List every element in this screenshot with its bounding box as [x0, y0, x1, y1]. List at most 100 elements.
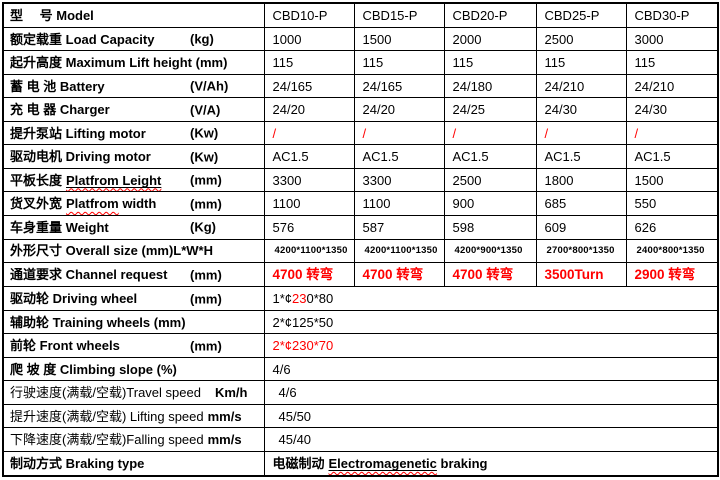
value-part: braking — [436, 455, 488, 471]
spec-value: 4700 转弯 — [263, 262, 355, 288]
spec-label-weight: 车身重量 Weight (Kg) — [2, 214, 265, 240]
spec-value: 2000 — [443, 26, 537, 52]
label-unit: (mm) — [190, 196, 222, 212]
spec-label-driving-wheel: 驱动轮 Driving wheel (mm) — [2, 286, 265, 311]
spec-value: 1100 — [353, 191, 445, 216]
spec-label-front-wheels: 前轮 Front wheels (mm) — [2, 333, 265, 358]
label-zh: 行驶速度(满载/空载) — [10, 385, 127, 401]
spec-value: / — [263, 120, 355, 146]
label-unit: (Kw) — [190, 125, 219, 141]
label-zh: 驱动轮 — [10, 291, 50, 307]
spec-value: 24/20 — [263, 97, 355, 122]
label-en: Braking type — [62, 455, 145, 471]
row-travel-speed: 行驶速度(满载/空载)Travel speed Km/h 4/6 — [2, 380, 719, 405]
model-name: CBD25-P — [535, 2, 627, 28]
label-en: Lifting motor — [62, 125, 146, 141]
label-en: Travel speed — [126, 385, 201, 401]
spec-value: 4700 转弯 — [443, 262, 537, 288]
label-en: width — [118, 196, 157, 212]
spec-value: 576 — [263, 214, 355, 240]
spec-value: 3000 — [625, 26, 719, 52]
label-zh: 充 电 器 — [10, 102, 57, 118]
model-name: CBD10-P — [263, 2, 355, 28]
spec-value: 45/50 — [263, 403, 719, 429]
spec-value: 4700 转弯 — [353, 262, 445, 288]
row-training-wheels: 辅助轮 Training wheels (mm) 2*¢125*50 — [2, 309, 719, 335]
row-charger: 充 电 器 Charger (V/A) 24/20 24/20 24/25 24/… — [2, 97, 719, 122]
spec-label-platform-length: 平板长度 Platfrom Leight (mm) — [2, 167, 265, 193]
spec-value: 115 — [263, 50, 355, 75]
label-zh: 型 号 — [10, 7, 53, 23]
row-battery: 蓄 电 池 Battery (V/Ah) 24/165 24/165 24/180… — [2, 73, 719, 99]
label-unit: mm/s — [207, 432, 242, 448]
spec-value: 115 — [625, 50, 719, 75]
spec-value: 3500Turn — [535, 262, 627, 288]
spec-value: 609 — [535, 214, 627, 240]
row-climbing-slope: 爬 坡 度 Climbing slope (%) 4/6 — [2, 356, 719, 382]
label-en-underlined: Platfrom Leight — [66, 172, 162, 188]
label-en: Load Capacity — [62, 31, 155, 47]
spec-value: / — [443, 120, 537, 146]
spec-value: AC1.5 — [353, 144, 445, 169]
label-unit: (mm) — [190, 291, 222, 307]
label-zh: 额定载重 — [10, 31, 63, 47]
spec-label-falling-speed: 下降速度(满载/空载)Falling speed mm/s — [2, 427, 265, 452]
spec-value: / — [535, 120, 627, 146]
spec-value: 115 — [535, 50, 627, 75]
spec-value: 4/6 — [263, 356, 719, 382]
model-name: CBD15-P — [353, 2, 445, 28]
label-zh: 爬 坡 度 — [10, 361, 57, 377]
label-en: Battery — [56, 78, 105, 94]
spec-value: 1000 — [263, 26, 355, 52]
spec-value: 1*¢230*80 — [263, 286, 719, 311]
label-unit: (V/Ah) — [190, 78, 229, 94]
spec-value: 550 — [625, 191, 719, 216]
label-en: Channel request — [62, 267, 168, 283]
spec-value: 2400*800*1350 — [625, 238, 719, 264]
label-en: Training wheels (mm) — [49, 314, 186, 330]
spec-value: 24/165 — [353, 73, 445, 99]
label-zh: 下降速度(满载/空载) — [10, 432, 127, 448]
row-lifting-speed: 提升速度(满载/空载) Lifting speed mm/s 45/50 — [2, 403, 719, 429]
spec-value: 电磁制动 Electromagenetic braking — [263, 450, 719, 477]
label-zh: 外形尺寸 — [10, 243, 63, 259]
model-name: CBD20-P — [443, 2, 537, 28]
spec-value: 24/165 — [263, 73, 355, 99]
value-part-red: 23 — [292, 291, 307, 307]
row-driving-motor: 驱动电机 Driving motor (Kw) AC1.5 AC1.5 AC1.5… — [2, 144, 719, 169]
spec-value: 587 — [353, 214, 445, 240]
label-zh: 通道要求 — [10, 267, 63, 283]
spec-value: 115 — [443, 50, 537, 75]
spec-label-load-capacity: 额定载重 Load Capacity (kg) — [2, 26, 265, 52]
row-driving-wheel: 驱动轮 Driving wheel (mm) 1*¢230*80 — [2, 286, 719, 311]
spec-value: AC1.5 — [263, 144, 355, 169]
spec-value: 1500 — [353, 26, 445, 52]
spec-value: 24/30 — [625, 97, 719, 122]
label-zh: 制动方式 — [10, 455, 63, 471]
value-part: 1*¢ — [272, 291, 293, 307]
spec-value: 626 — [625, 214, 719, 240]
value-part: 电磁制动 — [272, 455, 325, 471]
label-unit: (mm) — [190, 267, 222, 283]
row-braking-type: 制动方式 Braking type 电磁制动 Electromagenetic b… — [2, 450, 719, 477]
label-zh: 蓄 电 池 — [10, 78, 57, 94]
spec-value: 4200*1100*1350 — [263, 238, 355, 264]
spec-label-braking-type: 制动方式 Braking type — [2, 450, 265, 477]
spec-value: / — [353, 120, 445, 146]
spec-label-charger: 充 电 器 Charger (V/A) — [2, 97, 265, 122]
spec-value: 1100 — [263, 191, 355, 216]
value-part-underlined: Electromagenetic — [328, 455, 437, 471]
spec-value: 4200*1100*1350 — [353, 238, 445, 264]
label-unit: Km/h — [214, 385, 248, 401]
spec-value: / — [625, 120, 719, 146]
spec-label-driving-motor: 驱动电机 Driving motor (Kw) — [2, 144, 265, 169]
label-en-misspelled: Platfrom — [66, 196, 119, 212]
label-unit: (mm) — [190, 172, 222, 188]
row-platform-width: 货叉外宽 Platfrom width (mm) 1100 1100 900 685… — [2, 191, 719, 216]
label-zh: 驱动电机 — [10, 149, 63, 165]
label-en: Model — [52, 7, 94, 23]
spec-label-overall-size: 外形尺寸 Overall size (mm)L*W*H — [2, 238, 265, 264]
spec-value: 24/20 — [353, 97, 445, 122]
spec-value: 4/6 — [263, 380, 719, 405]
